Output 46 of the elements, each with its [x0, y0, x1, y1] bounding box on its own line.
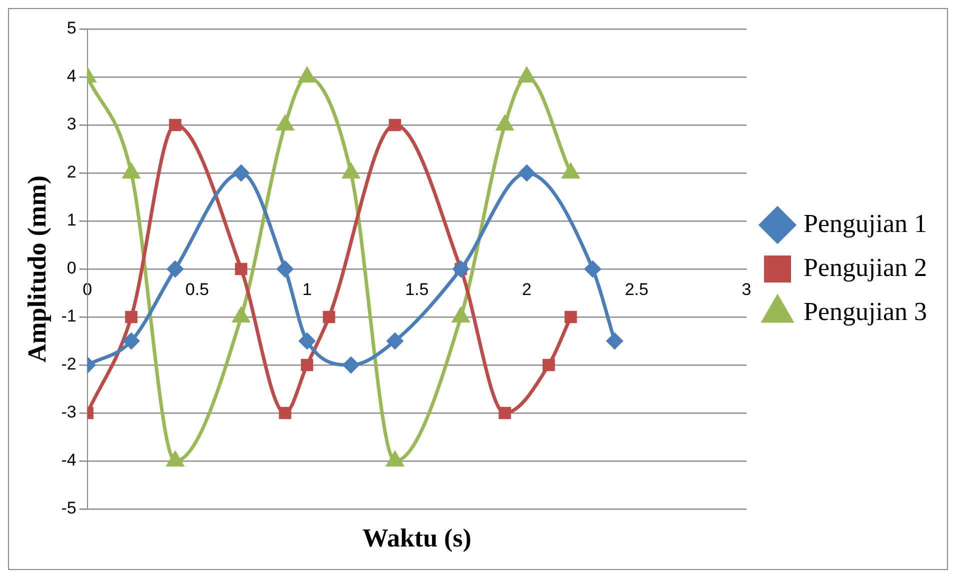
y-tick-label: 2 — [66, 162, 76, 182]
y-tick-label: 4 — [66, 66, 76, 86]
point — [518, 66, 536, 82]
point — [122, 162, 140, 178]
point — [562, 162, 580, 178]
point — [166, 260, 184, 278]
point — [234, 262, 248, 276]
point — [322, 310, 336, 324]
point — [300, 358, 314, 372]
x-tick-label: 2.5 — [624, 280, 648, 299]
point — [298, 332, 316, 350]
point — [276, 260, 294, 278]
y-tick-label: -2 — [61, 354, 76, 374]
x-tick-label: 1 — [302, 280, 312, 299]
x-tick-label: 2 — [522, 280, 532, 299]
y-tick-label: 5 — [66, 18, 76, 38]
y-tick-label: 1 — [66, 210, 76, 230]
y-tick-label: -3 — [61, 402, 76, 422]
y-tick-label: -4 — [61, 450, 76, 470]
point — [542, 358, 555, 372]
y-tick-label: -5 — [61, 498, 76, 518]
x-axis-title: Waktu (s) — [362, 524, 472, 553]
point — [125, 310, 138, 324]
point — [496, 114, 514, 130]
point — [276, 114, 294, 130]
x-tick-label: 0.5 — [185, 280, 209, 299]
y-tick-label: 3 — [66, 114, 76, 134]
y-tick-label: -1 — [61, 306, 76, 326]
point — [606, 332, 624, 350]
y-tick-label: 0 — [66, 258, 76, 278]
point — [564, 310, 577, 324]
point — [342, 162, 360, 178]
x-tick-label: 3 — [742, 280, 752, 299]
point — [386, 332, 404, 350]
point — [452, 260, 470, 278]
legend-label: Pengujian 1 — [804, 208, 928, 238]
point — [122, 332, 140, 350]
point — [278, 406, 292, 420]
legend-label: Pengujian 2 — [804, 252, 928, 282]
point — [584, 260, 602, 278]
point — [298, 66, 316, 82]
legend-label: Pengujian 3 — [804, 296, 928, 326]
y-axis-title: Amplitudo (mm) — [22, 175, 52, 363]
point — [498, 406, 511, 420]
x-tick-label: 1.5 — [405, 280, 429, 299]
point — [342, 356, 360, 374]
